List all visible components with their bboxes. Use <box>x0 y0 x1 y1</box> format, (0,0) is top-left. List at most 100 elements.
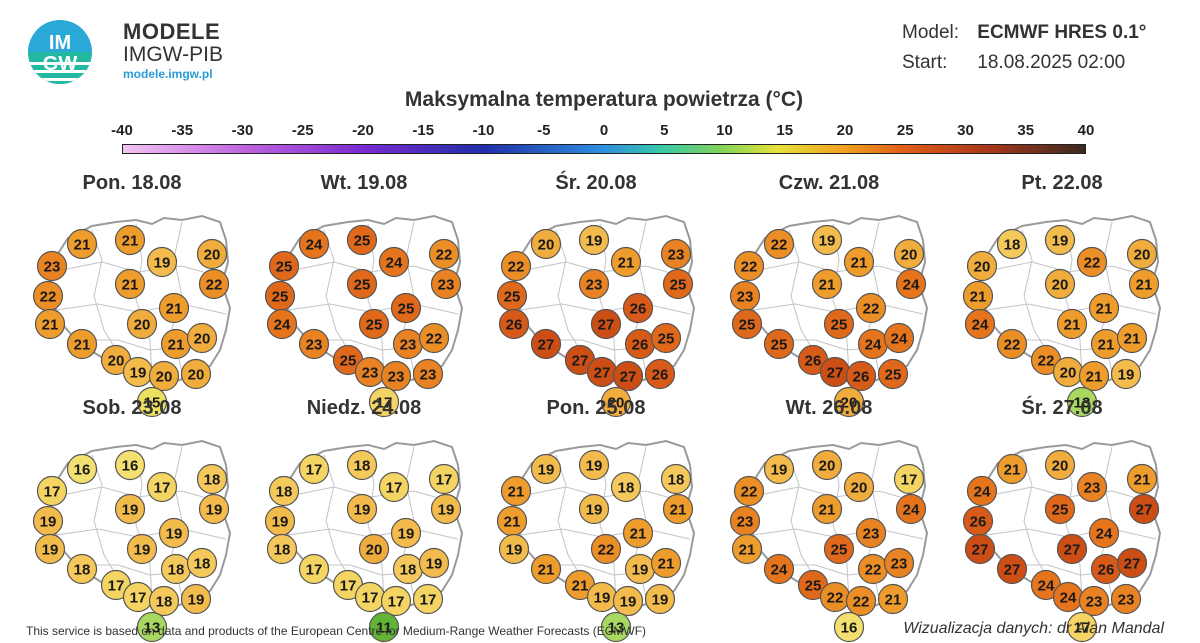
temperature-marker: 24 <box>378 246 410 278</box>
temperature-circle <box>823 308 855 340</box>
temperature-marker: 19 <box>763 453 795 485</box>
temperature-value: 21 <box>1004 462 1021 479</box>
temperature-value: 25 <box>831 542 848 559</box>
temperature-circle <box>1044 224 1076 256</box>
temperature-value: 22 <box>863 301 880 318</box>
brand-url[interactable]: modele.imgw.pl <box>123 67 213 81</box>
temperature-marker: 23 <box>430 268 462 300</box>
temperature-marker: 27 <box>1116 547 1148 579</box>
temperature-value: 27 <box>827 365 844 382</box>
temperature-marker: 20 <box>186 322 218 354</box>
temperature-circle <box>136 386 168 418</box>
temperature-circle <box>877 358 909 390</box>
temperature-marker: 23 <box>729 505 761 537</box>
temperature-marker: 26 <box>962 505 994 537</box>
temperature-value: 24 <box>274 317 291 334</box>
temperature-circle <box>578 268 610 300</box>
scale-bar <box>122 144 1086 154</box>
temperature-value: 21 <box>74 337 91 354</box>
temperature-marker: 21 <box>662 493 694 525</box>
forecast-map-2: Wt. 19.08 24 25 25 24 22 25 25 23 25 24 25 23 22 23 25 2… <box>264 172 464 418</box>
day-label: Pt. 22.08 <box>1021 172 1103 194</box>
temperature-value: 20 <box>1052 458 1069 475</box>
temperature-value: 15 <box>144 395 161 412</box>
temperature-value: 17 <box>362 590 379 607</box>
temperature-value: 27 <box>538 337 555 354</box>
temperature-marker: 19 <box>578 224 610 256</box>
temperature-circle <box>266 308 298 340</box>
scale-tick: -15 <box>412 122 435 139</box>
temperature-value: 19 <box>506 542 523 559</box>
temperature-value: 21 <box>1096 301 1113 318</box>
footer-source: This service is based on data and produc… <box>26 624 647 638</box>
temperature-marker: 23 <box>298 328 330 360</box>
temperature-marker: 17 <box>380 585 412 617</box>
temperature-value: 18 <box>204 472 221 489</box>
temperature-circle <box>346 224 378 256</box>
temperature-value: 18 <box>74 562 91 579</box>
temperature-value: 17 <box>1074 620 1091 637</box>
temperature-value: 17 <box>901 472 918 489</box>
temperature-value: 21 <box>122 277 139 294</box>
temperature-marker: 20 <box>1126 238 1158 270</box>
temperature-circle <box>731 308 763 340</box>
start-label: Start: <box>902 52 948 73</box>
temperature-marker: 19 <box>198 493 230 525</box>
temperature-marker: 24 <box>966 475 998 507</box>
temperature-circle <box>763 453 795 485</box>
temperature-value: 20 <box>819 458 836 475</box>
model-label: Model: <box>902 22 960 43</box>
temperature-value: 21 <box>1086 369 1103 386</box>
temperature-circle <box>428 463 460 495</box>
temperature-marker: 22 <box>996 328 1028 360</box>
temperature-marker: 23 <box>883 547 915 579</box>
temperature-marker: 26 <box>624 328 656 360</box>
temperature-circle <box>530 553 562 585</box>
temperature-value: 20 <box>608 395 625 412</box>
temperature-value: 21 <box>1064 317 1081 334</box>
temperature-marker: 26 <box>498 308 530 340</box>
temperature-value: 18 <box>400 562 417 579</box>
temperature-marker: 19 <box>586 581 618 613</box>
temperature-marker: 26 <box>622 292 654 324</box>
temperature-marker: 25 <box>797 569 829 601</box>
temperature-circle <box>298 328 330 360</box>
temperature-circle <box>146 471 178 503</box>
temperature-marker: 22 <box>500 250 532 282</box>
temperature-value: 21 <box>739 542 756 559</box>
temperature-value: 19 <box>586 233 603 250</box>
scale-tick: 35 <box>1017 122 1035 139</box>
temperature-value: 21 <box>1134 472 1151 489</box>
temperature-marker: 18 <box>996 228 1028 260</box>
temperature-value: 19 <box>632 562 649 579</box>
temperature-marker: 20 <box>148 360 180 392</box>
temperature-value: 26 <box>652 367 669 384</box>
temperature-circle <box>883 322 915 354</box>
temperature-value: 21 <box>630 526 647 543</box>
temperature-circle <box>186 322 218 354</box>
temperature-value: 13 <box>608 620 625 637</box>
temperature-value: 18 <box>276 484 293 501</box>
temperature-value: 19 <box>42 542 59 559</box>
temperature-marker: 25 <box>264 280 296 312</box>
temperature-marker: 21 <box>1126 463 1158 495</box>
temperature-marker: 25 <box>877 358 909 390</box>
temperature-circle <box>148 585 180 617</box>
temperature-marker: 21 <box>114 224 146 256</box>
temperature-circle <box>114 493 146 525</box>
temperature-marker: 20 <box>358 533 390 565</box>
temperature-value: 19 <box>1052 233 1069 250</box>
temperature-value: 23 <box>737 289 754 306</box>
temperature-circle <box>644 358 676 390</box>
temperature-value: 27 <box>620 369 637 386</box>
temperature-value: 20 <box>1052 277 1069 294</box>
temperature-circle <box>428 238 460 270</box>
temperature-circle <box>893 238 925 270</box>
temperature-marker: 24 <box>857 328 889 360</box>
temperature-value: 19 <box>594 590 611 607</box>
temperature-value: 22 <box>741 259 758 276</box>
temperature-circle <box>1110 358 1142 390</box>
